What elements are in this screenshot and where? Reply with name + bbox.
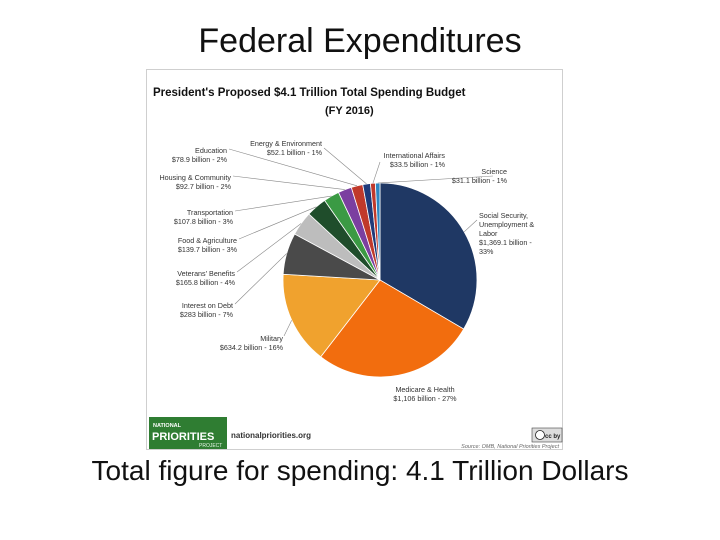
logo-main-text: PRIORITIES <box>152 431 214 443</box>
pie-slices <box>282 182 478 378</box>
slice-labels: Social Security, Unemployment & Labor $1,36… <box>159 139 534 403</box>
chart-subtitle: (FY 2016) <box>325 105 374 117</box>
slide-title: Federal Expenditures <box>198 22 522 60</box>
slice-label: Interest on Debt $283 billion - 7% <box>180 301 234 319</box>
leader-line <box>372 161 381 184</box>
slice-label: Medicare & Health $1,106 billion - 27% <box>393 385 457 403</box>
pie-slice-social-security <box>379 182 478 330</box>
pie-slice-medicare <box>320 279 465 378</box>
leader-line <box>463 219 478 233</box>
slide-caption: Total figure for spending: 4.1 Trillion … <box>91 455 629 486</box>
leader-line <box>234 253 287 305</box>
npp-logo: NATIONAL PRIORITIES PROJECT <box>149 417 227 449</box>
leader-line <box>238 206 317 240</box>
slice-label: Military $634.2 billion - 16% <box>220 334 284 352</box>
slice-label: Social Security, Unemployment & Labor $1,36… <box>479 211 534 256</box>
leader-line <box>232 175 345 190</box>
logo-bottom-text: PROJECT <box>199 443 222 449</box>
pie-slice-military <box>282 273 381 358</box>
cc-license-badge: cc by <box>531 427 563 443</box>
chart-panel: President's Proposed $4.1 Trillion Total… <box>146 69 563 450</box>
slice-label: Food & Agriculture $139.7 billion - 3% <box>178 236 238 254</box>
slice-label: Education $78.9 billion - 2% <box>172 146 228 164</box>
slice-label: Energy & Environment $52.1 billion - 1% <box>250 139 323 157</box>
leader-line <box>236 223 302 273</box>
slice-label: Transportation $107.8 billion - 3% <box>174 208 234 226</box>
slice-label: Housing & Community $92.7 billion - 2% <box>159 173 231 191</box>
leader-lines <box>228 147 494 337</box>
leader-line <box>234 195 332 212</box>
budget-pie-chart: President's Proposed $4.1 Trillion Total… <box>149 87 563 450</box>
slice-label: International Affairs $33.5 billion - 1% <box>384 151 446 169</box>
leader-line <box>283 320 292 337</box>
leader-line <box>323 147 367 185</box>
website-text: nationalpriorities.org <box>231 431 311 440</box>
slice-label: Science $31.1 billion - 1% <box>452 167 508 185</box>
source-text: Source: OMB, National Priorities Project <box>461 444 559 450</box>
logo-top-text: NATIONAL <box>153 423 182 429</box>
cc-license-text: cc by <box>545 434 561 440</box>
leader-line <box>228 148 358 187</box>
leader-line <box>377 175 494 184</box>
slice-label: Veterans' Benefits $165.8 billion - 4% <box>176 269 236 287</box>
chart-title: President's Proposed $4.1 Trillion Total… <box>153 87 466 99</box>
